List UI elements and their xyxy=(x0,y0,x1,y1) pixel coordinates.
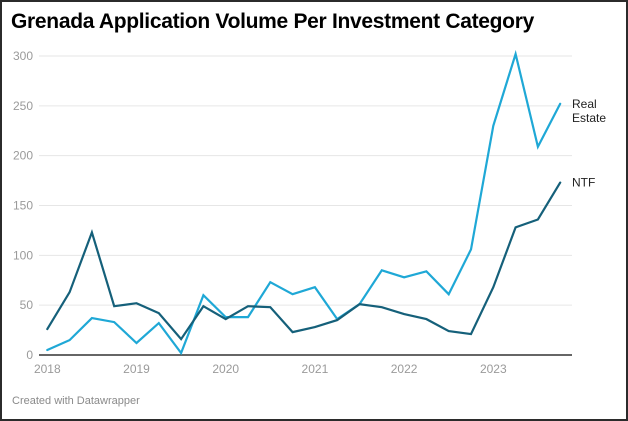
y-tick-label: 200 xyxy=(13,149,33,163)
x-axis-ticks: 2018 2019 2020 2021 2022 2023 xyxy=(34,362,507,376)
series-lines xyxy=(46,49,562,356)
y-tick-label: 150 xyxy=(13,199,33,213)
y-tick-label: 300 xyxy=(13,49,33,63)
y-tick-label: 250 xyxy=(13,99,33,113)
x-tick-label: 2018 xyxy=(34,362,61,376)
chart-title: Grenada Application Volume Per Investmen… xyxy=(11,10,534,33)
series-line-real-estate xyxy=(46,49,562,356)
y-tick-label: 100 xyxy=(13,248,33,262)
y-axis-ticks: 0 50 100 150 200 250 300 xyxy=(13,49,33,362)
x-tick-label: 2021 xyxy=(302,362,329,376)
x-tick-label: 2022 xyxy=(391,362,418,376)
series-label-real-estate: Real xyxy=(572,97,597,111)
y-tick-label: 0 xyxy=(26,348,33,362)
series-label-ntf: NTF xyxy=(572,176,595,190)
datawrapper-credit: Created with Datawrapper xyxy=(12,395,140,407)
x-tick-label: 2019 xyxy=(123,362,150,376)
x-tick-label: 2020 xyxy=(212,362,239,376)
series-label-real-estate: Estate xyxy=(572,111,606,125)
x-tick-label: 2023 xyxy=(480,362,507,376)
y-tick-label: 50 xyxy=(20,298,34,312)
gridlines xyxy=(39,55,572,306)
series-line-ntf xyxy=(46,181,562,341)
